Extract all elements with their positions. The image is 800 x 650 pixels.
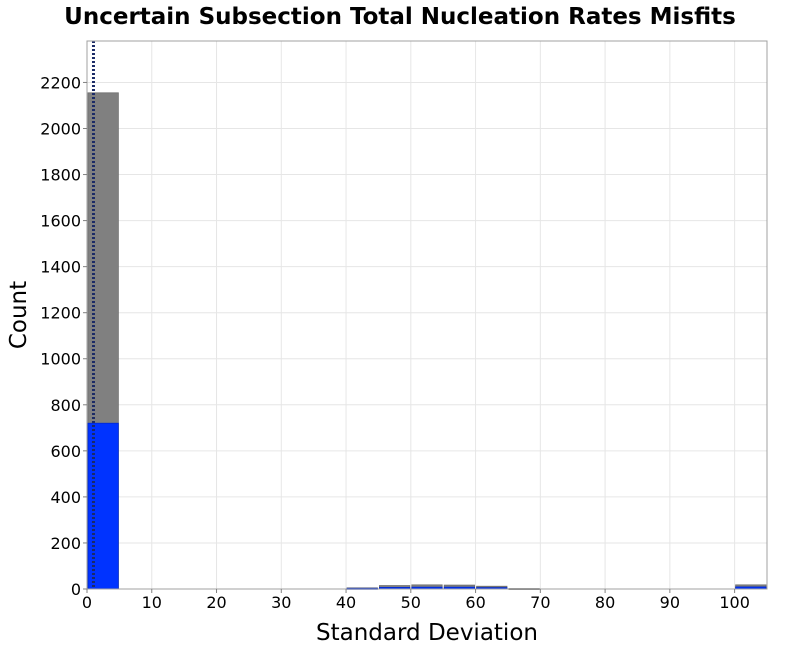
y-tick-label: 200 [50, 534, 81, 553]
x-axis-label: Standard Deviation [316, 620, 538, 646]
y-tick-label: 1200 [40, 304, 81, 323]
x-axis-ticks: 0 10 20 30 40 50 60 70 80 90 100 [82, 589, 750, 612]
x-tick-label: 40 [336, 593, 356, 612]
y-tick-label: 0 [71, 580, 81, 599]
grid [86, 41, 767, 590]
y-axis-label: Count [6, 281, 32, 349]
y-tick-label: 1800 [40, 166, 81, 185]
y-tick-label: 2000 [40, 119, 81, 138]
x-tick-label: 60 [465, 593, 485, 612]
x-tick-label: 70 [530, 593, 550, 612]
bars [87, 92, 767, 590]
y-tick-label: 2200 [40, 73, 81, 92]
x-tick-label: 80 [595, 593, 615, 612]
x-tick-label: 90 [660, 593, 680, 612]
x-tick-label: 100 [719, 593, 750, 612]
chart-title: Uncertain Subsection Total Nucleation Ra… [64, 4, 736, 30]
x-tick-label: 20 [206, 593, 226, 612]
x-tick-label: 30 [271, 593, 291, 612]
y-tick-label: 1000 [40, 350, 81, 369]
x-tick-label: 50 [401, 593, 421, 612]
x-tick-label: 10 [142, 593, 162, 612]
y-tick-label: 1600 [40, 212, 81, 231]
plot-area [86, 40, 768, 590]
y-tick-label: 1400 [40, 258, 81, 277]
y-tick-label: 800 [50, 396, 81, 415]
y-axis-ticks: 0 200 400 600 800 1000 1200 1400 1600 1800 2000 220… [40, 73, 87, 599]
y-tick-label: 400 [50, 488, 81, 507]
x-tick-label: 0 [82, 593, 92, 612]
y-tick-label: 600 [50, 442, 81, 461]
